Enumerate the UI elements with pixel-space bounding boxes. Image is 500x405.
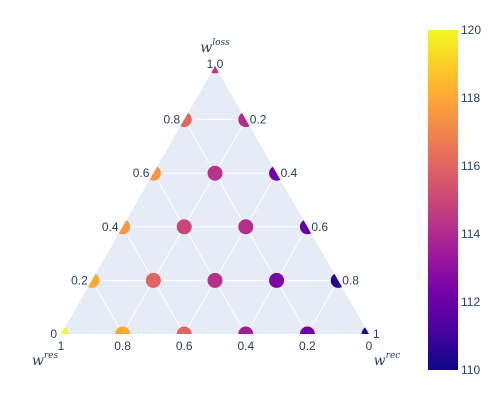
colorbar-tick-label: 116 xyxy=(461,159,480,173)
b-axis-tick-label: 0.4 xyxy=(237,339,254,353)
a-axis-tick-label: 0.4 xyxy=(102,220,119,234)
c-axis-tick-label: 0.2 xyxy=(250,113,267,127)
grid-line xyxy=(152,172,247,335)
b-axis-tick-label: 0.6 xyxy=(176,339,193,353)
c-axis-tick-label: 0.8 xyxy=(342,273,359,287)
data-point[interactable] xyxy=(207,272,223,288)
data-point[interactable] xyxy=(145,272,161,288)
b-axis-tick-label: 0.2 xyxy=(299,339,316,353)
c-axis-tick-label: 0.4 xyxy=(281,166,298,180)
data-point[interactable] xyxy=(176,219,192,235)
w-loss-axis-title: wloss xyxy=(200,38,230,56)
a-axis-tick-label: 1.0 xyxy=(207,57,224,71)
a-axis-tick-label: 0.6 xyxy=(133,166,150,180)
b-axis-tick-label: 0 xyxy=(366,339,373,353)
a-axis-tick-label: 0 xyxy=(50,327,57,341)
b-axis-tick-label: 0.8 xyxy=(114,339,131,353)
colorbar-tick-label: 110 xyxy=(461,363,480,377)
grid-line xyxy=(91,280,124,335)
c-axis-tick-label: 0.6 xyxy=(311,220,328,234)
a-axis-tick-label: 0.8 xyxy=(164,113,181,127)
data-point[interactable] xyxy=(238,326,254,342)
grid-line xyxy=(183,172,278,335)
w-res-axis-title: wres xyxy=(32,351,59,369)
colorbar-tick-label: 112 xyxy=(461,295,480,309)
data-point[interactable] xyxy=(54,326,69,342)
colorbar-tick-label: 120 xyxy=(461,23,481,37)
a-axis-tick-label: 0.2 xyxy=(71,273,88,287)
grid-line xyxy=(306,280,339,335)
data-point[interactable] xyxy=(269,272,285,288)
b-axis-tick-label: 1 xyxy=(58,339,65,353)
colorbar: 110 112 114 116 118 120 xyxy=(428,23,481,377)
data-point[interactable] xyxy=(207,165,223,181)
w-rec-axis-title: wrec xyxy=(374,351,401,369)
ternary-plot-area xyxy=(61,66,369,334)
data-point[interactable] xyxy=(238,219,254,235)
data-point[interactable] xyxy=(115,326,131,342)
c-axis-tick-label: 1 xyxy=(373,327,380,341)
colorbar-tick-label: 118 xyxy=(461,91,480,105)
colorbar-tick-label: 114 xyxy=(461,227,480,241)
data-point[interactable] xyxy=(361,326,377,342)
colorbar-gradient xyxy=(428,30,458,370)
data-point[interactable] xyxy=(299,326,315,342)
data-point[interactable] xyxy=(176,326,192,342)
